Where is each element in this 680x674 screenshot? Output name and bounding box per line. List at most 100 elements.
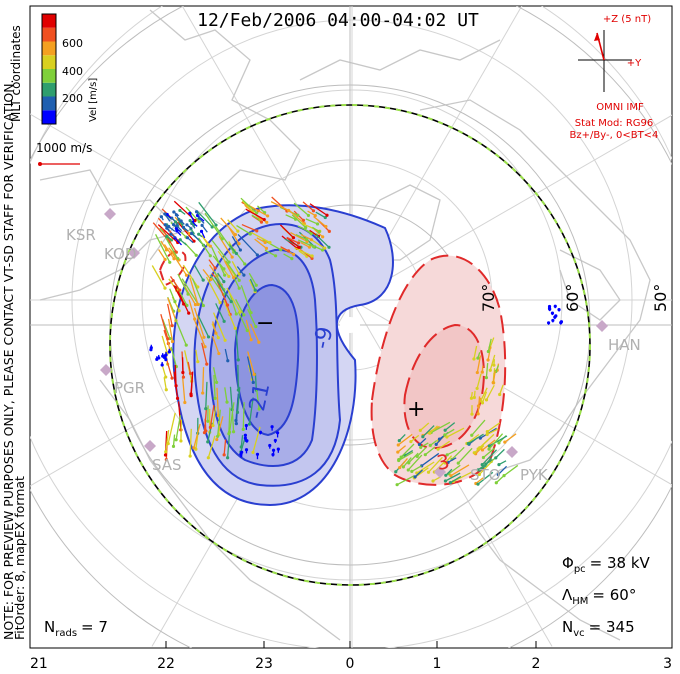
velocity-vector <box>174 364 177 386</box>
velocity-vector <box>204 212 223 240</box>
velocity-vector-origin <box>293 217 298 221</box>
velocity-vector <box>191 278 204 306</box>
velocity-vector <box>170 346 177 367</box>
velocity-vector-origin <box>234 418 238 423</box>
velocity-vector <box>161 335 168 354</box>
side-note-line-2: FitOrder: 8, mapEX format <box>12 476 27 640</box>
velocity-vector <box>229 386 233 410</box>
velocity-vector <box>444 428 455 436</box>
velocity-vector-origin <box>227 430 232 434</box>
velocity-vector-origin <box>273 254 278 258</box>
velocity-vector <box>197 315 210 338</box>
velocity-vector <box>254 372 258 391</box>
velocity-vector-origin <box>185 236 190 240</box>
velocity-vector <box>235 330 239 360</box>
velocity-vector <box>250 231 271 244</box>
map-title: 12/Feb/2006 04:00-04:02 UT <box>197 10 479 31</box>
imf-clock <box>578 30 632 92</box>
velocity-vector-origin <box>472 357 476 361</box>
velocity-vector <box>188 299 196 320</box>
velocity-vector-origin <box>222 319 226 323</box>
velocity-vector-origin <box>243 433 247 437</box>
velocity-vector-origin <box>193 317 197 321</box>
velocity-vector-origin <box>434 442 438 447</box>
velocity-vector-origin <box>220 237 224 241</box>
velocity-vector-origin <box>296 241 301 245</box>
velocity-vector-origin <box>551 318 555 323</box>
velocity-vector-origin <box>443 479 448 483</box>
velocity-vector-origin <box>247 422 252 426</box>
velocity-vector <box>241 200 254 213</box>
velocity-vector-origin <box>187 311 191 315</box>
potential-min-marker: − <box>256 311 274 336</box>
velocity-vector-origin <box>494 456 498 460</box>
velocity-vector-origin <box>164 353 168 357</box>
velocity-vector-origin <box>170 324 174 328</box>
velocity-vector-origin <box>184 273 189 277</box>
velocity-vector <box>189 277 199 305</box>
velocity-vector-origin <box>257 340 261 344</box>
velocity-vector-origin <box>237 286 241 290</box>
velocity-vector <box>212 255 225 270</box>
velocity-vector-origin <box>164 358 168 362</box>
velocity-vector <box>212 321 217 334</box>
velocity-vector <box>479 433 495 449</box>
velocity-vector-origin <box>476 468 480 472</box>
velocity-vector <box>248 204 268 217</box>
velocity-vector-origin <box>472 451 476 455</box>
velocity-vector <box>255 388 260 410</box>
velocity-vector-origin <box>236 388 240 392</box>
velocity-vector <box>488 433 504 450</box>
velocity-vector <box>164 236 179 259</box>
mlt-label-22: 22 <box>157 656 175 672</box>
velocity-vector-origin <box>241 427 245 431</box>
velocity-vector <box>487 338 492 352</box>
velocity-vector-origin <box>214 223 218 227</box>
velocity-vector-origin <box>213 396 217 400</box>
velocity-vector <box>216 387 219 416</box>
velocity-vector-origin <box>428 443 432 447</box>
velocity-vector-origin <box>304 225 308 230</box>
velocity-vector-origin <box>162 355 166 359</box>
velocity-vector-origin <box>188 371 193 376</box>
velocity-vector-origin <box>206 440 210 444</box>
velocity-vector <box>315 234 330 248</box>
velocity-vector-origin <box>255 229 259 233</box>
velocity-vector-origin <box>297 245 301 250</box>
velocity-vector-origin <box>164 388 168 392</box>
velocity-vector-origin <box>446 460 450 464</box>
station-label: HAN <box>608 336 641 354</box>
velocity-vector-origin <box>233 326 237 330</box>
velocity-vector <box>217 250 236 277</box>
velocity-vector <box>205 276 221 303</box>
velocity-vector-origin <box>174 384 178 388</box>
velocity-vector-origin <box>279 248 283 252</box>
velocity-vector-origin <box>226 359 230 363</box>
velocity-vector <box>488 435 508 447</box>
velocity-vector <box>397 433 413 446</box>
velocity-vector <box>205 381 208 409</box>
velocity-vector-origin <box>203 345 207 349</box>
velocity-vector <box>215 226 235 253</box>
velocity-vector-origin <box>196 360 200 364</box>
velocity-vector-origin <box>170 376 174 380</box>
velocity-vector <box>478 460 494 475</box>
velocity-vector-origin <box>398 466 402 470</box>
velocity-vector-origin <box>206 243 210 247</box>
velocity-vector-origin <box>472 395 476 400</box>
stat-n-vc: Nvc = 345 <box>562 618 635 639</box>
velocity-vector-origin <box>165 226 169 230</box>
velocity-vector-origin <box>417 442 422 447</box>
velocity-vector-origin <box>496 472 500 477</box>
velocity-vector-origin <box>174 213 179 217</box>
velocity-vector-origin <box>476 412 480 416</box>
velocity-vector <box>480 387 488 402</box>
velocity-vector-origin <box>209 277 213 282</box>
velocity-vector-origin <box>396 450 400 454</box>
velocity-vector <box>430 421 451 434</box>
station-label: PYK <box>520 466 549 484</box>
velocity-vectors <box>149 196 564 487</box>
velocity-vector-origin <box>487 447 491 451</box>
velocity-vector-origin <box>164 450 168 454</box>
velocity-vector <box>398 451 414 462</box>
